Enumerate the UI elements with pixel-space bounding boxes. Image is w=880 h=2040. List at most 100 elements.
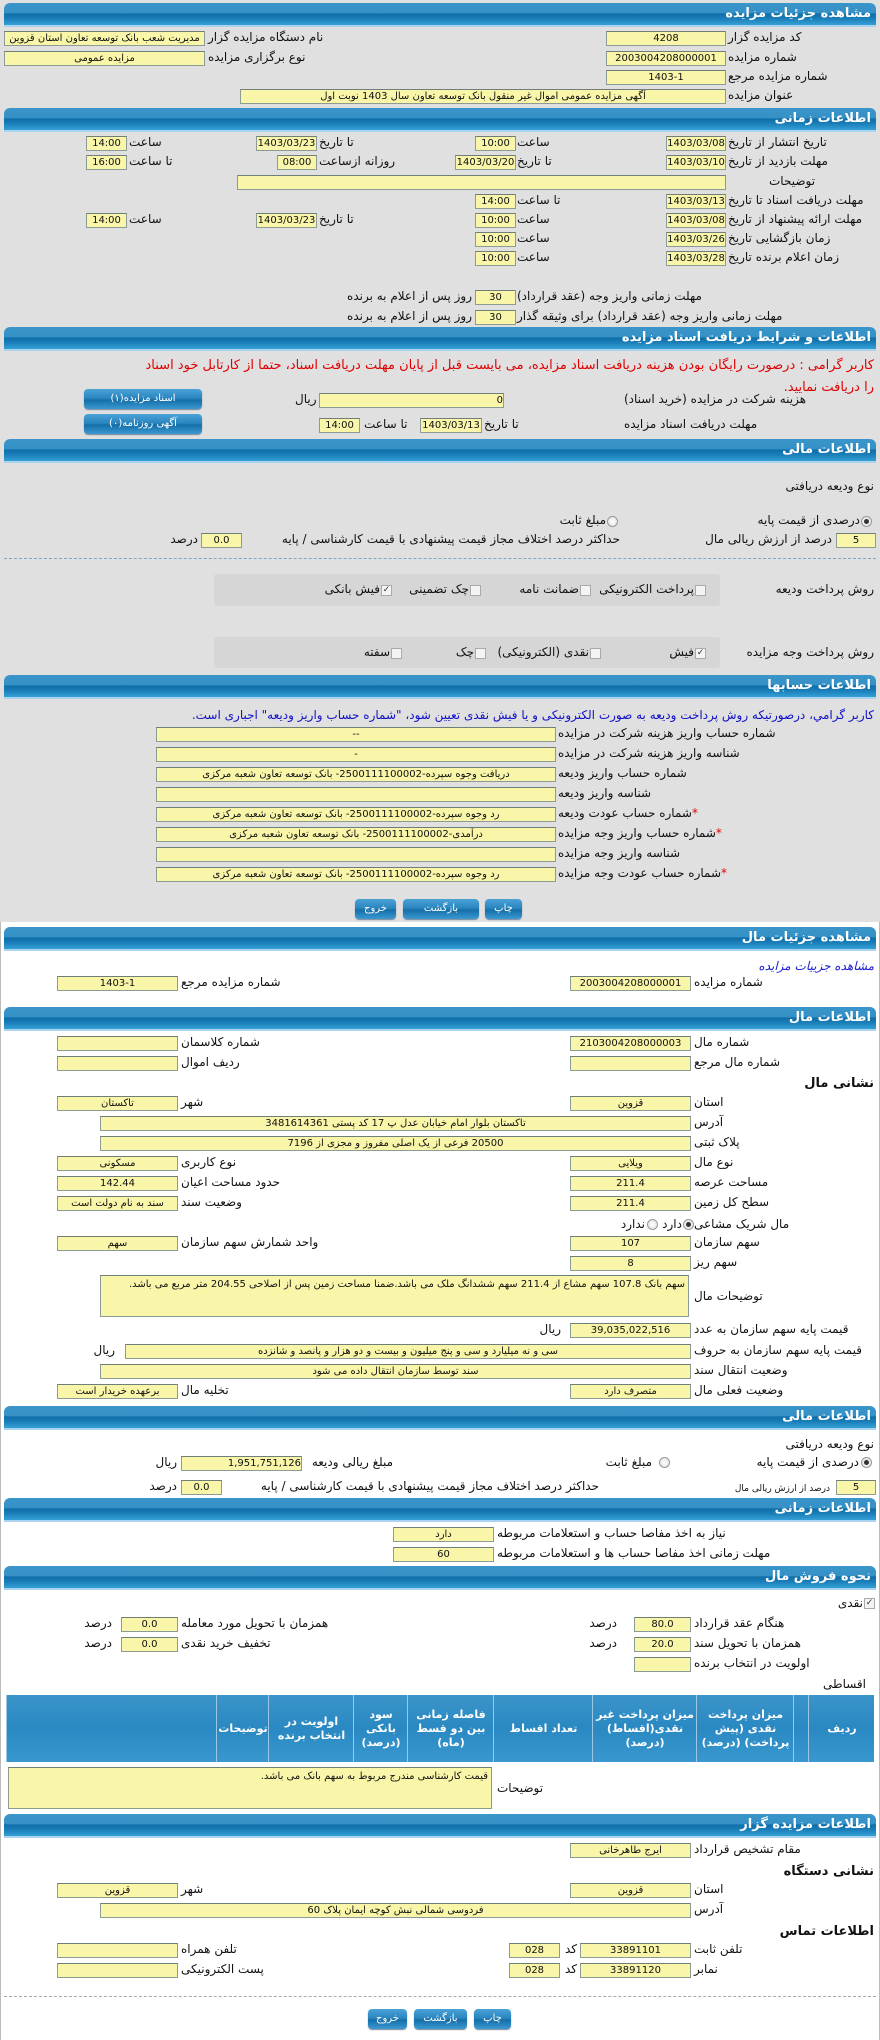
payment-guarantor-days-field[interactable]: 30 — [475, 310, 516, 325]
opening-date-field[interactable]: 1403/03/26 — [666, 232, 726, 247]
payment-days-field[interactable]: 30 — [475, 290, 516, 305]
type-field[interactable]: مزایده عمومی — [4, 51, 205, 66]
notes-field[interactable] — [237, 175, 726, 190]
at-contract-field[interactable]: 80.0 — [634, 1617, 691, 1632]
priority-field[interactable] — [634, 1657, 691, 1672]
account-field[interactable]: درآمدی-2500111100002- بانک توسعه تعاون ش… — [156, 827, 556, 842]
fixed-radio[interactable] — [659, 1457, 670, 1468]
offer-from-time-field[interactable]: 10:00 — [475, 213, 516, 228]
visit-from-field[interactable]: 1403/03/10 — [666, 155, 726, 170]
city-field[interactable]: تاکستان — [57, 1096, 178, 1111]
notes-field[interactable]: قیمت کارشناسی مندرج مربوط به سهم بانک می… — [8, 1767, 492, 1809]
shared-no-radio[interactable] — [647, 1219, 658, 1230]
usage-field[interactable]: مسکونی — [57, 1156, 178, 1171]
mobile-field[interactable] — [57, 1943, 178, 1958]
at-deed-field[interactable]: 20.0 — [634, 1637, 691, 1652]
max-diff-field[interactable]: 0.0 — [181, 1480, 222, 1495]
fax-field[interactable]: 33891120 — [580, 1963, 691, 1978]
status-field[interactable]: متصرف دارد — [570, 1384, 691, 1399]
address-field[interactable]: فردوسی شمالی نبش کوچه ایمان پلاک 60 — [100, 1903, 691, 1918]
evacuation-field[interactable]: برعهده خریدار است — [57, 1384, 178, 1399]
share-field[interactable]: 107 — [570, 1236, 691, 1251]
classman-field[interactable] — [57, 1036, 178, 1051]
payment-method-checkbox[interactable] — [590, 648, 601, 659]
offer-to-field[interactable]: 1403/03/23 — [256, 213, 317, 228]
fixed-radio[interactable] — [607, 516, 618, 527]
number-field[interactable]: 2003004208000001 — [606, 51, 726, 66]
account-field[interactable] — [156, 847, 556, 862]
winner-time-field[interactable]: 10:00 — [475, 251, 516, 266]
price-words-field[interactable]: سی و نه میلیارد و سی و پنج میلیون و بیست… — [125, 1344, 691, 1359]
deposit-amount-field[interactable]: 1,951,751,126 — [181, 1456, 302, 1471]
deposit-method-checkbox[interactable] — [580, 585, 591, 596]
payment-method-checkbox[interactable]: ✓ — [695, 648, 706, 659]
deadline-date-field[interactable]: 1403/03/13 — [420, 418, 482, 433]
deadline-time-field[interactable]: 14:00 — [319, 418, 360, 433]
clearance-field[interactable]: دارد — [393, 1527, 494, 1542]
deposit-method-checkbox[interactable]: ✓ — [381, 585, 392, 596]
visit-daily-to-field[interactable]: 16:00 — [86, 155, 127, 170]
building-area-field[interactable]: 142.44 — [57, 1176, 178, 1191]
account-field[interactable]: رد وجوه سپرده-2500111100002- بانک توسعه … — [156, 807, 556, 822]
address-field[interactable]: تاکستان بلوار امام خیابان عدل پ 17 کد پس… — [100, 1116, 691, 1131]
province-field[interactable]: قزوین — [570, 1883, 691, 1898]
print-button[interactable]: چاپ — [474, 2009, 511, 2029]
sub-share-field[interactable]: 8 — [570, 1256, 691, 1271]
opening-time-field[interactable]: 10:00 — [475, 232, 516, 247]
payment-method-checkbox[interactable] — [475, 648, 486, 659]
description-field[interactable]: سهم بانک 107.8 سهم مشاع از 211.4 سهم ششد… — [100, 1275, 689, 1317]
fee-field[interactable]: 0 — [319, 393, 504, 408]
share-unit-field[interactable]: سهم — [57, 1236, 178, 1251]
province-field[interactable]: قزوین — [570, 1096, 691, 1111]
winner-date-field[interactable]: 1403/03/28 — [666, 251, 726, 266]
newspaper-ad-button[interactable]: آگهی روزنامه(۰) — [84, 414, 202, 434]
subject-field[interactable]: آگهی مزایده عمومی اموال غیر منقول بانک ت… — [240, 89, 726, 104]
offer-from-field[interactable]: 1403/03/08 — [666, 213, 726, 228]
org-field[interactable]: مدیریت شعب بانک توسعه تعاون استان قزوین — [4, 31, 205, 46]
number-field[interactable]: 2103004208000003 — [570, 1036, 691, 1051]
at-delivery-field[interactable]: 0.0 — [121, 1617, 178, 1632]
email-field[interactable] — [57, 1963, 178, 1978]
docs-to-field[interactable]: 1403/03/13 — [666, 194, 726, 209]
publish-to-time-field[interactable]: 14:00 — [86, 136, 127, 151]
account-field[interactable]: - — [156, 747, 556, 762]
authority-field[interactable]: ایرج طاهرخانی — [570, 1843, 691, 1858]
phone-code-field[interactable]: 028 — [509, 1943, 560, 1958]
ref-field[interactable]: 1403-1 — [57, 976, 178, 991]
print-button[interactable]: چاپ — [485, 899, 522, 919]
land-area-field[interactable]: 211.4 — [570, 1176, 691, 1191]
transfer-field[interactable]: سند توسط سازمان انتقال داده می شود — [100, 1364, 691, 1379]
publish-to-field[interactable]: 1403/03/23 — [256, 136, 317, 151]
plate-field[interactable]: 20500 فرعی از یک اصلی مفروز و مجزی از 71… — [100, 1136, 691, 1151]
docs-to-time-field[interactable]: 14:00 — [475, 194, 516, 209]
account-field[interactable]: دریافت وجوه سپرده-2500111100002- بانک تو… — [156, 767, 556, 782]
percent-value-field[interactable]: 5 — [836, 533, 876, 548]
ref-field[interactable] — [570, 1056, 691, 1071]
cash-discount-field[interactable]: 0.0 — [121, 1637, 178, 1652]
publish-from-time-field[interactable]: 10:00 — [475, 136, 516, 151]
fax-code-field[interactable]: 028 — [509, 1963, 560, 1978]
link-text[interactable]: مشاهده جزییات مزایده — [758, 959, 874, 973]
visit-daily-from-field[interactable]: 08:00 — [277, 155, 317, 170]
auction-documents-button[interactable]: اسناد مزایده(۱) — [84, 389, 202, 409]
visit-to-field[interactable]: 1403/03/20 — [455, 155, 516, 170]
price-num-field[interactable]: 39,035,022,516 — [570, 1323, 691, 1338]
payment-method-checkbox[interactable] — [391, 648, 402, 659]
code-field[interactable]: 4208 — [606, 31, 726, 46]
exit-button[interactable]: خروج — [368, 2009, 407, 2029]
account-field[interactable]: -- — [156, 727, 556, 742]
percent-value-field[interactable]: 5 — [836, 1480, 876, 1495]
city-field[interactable]: قزوین — [57, 1883, 178, 1898]
account-field[interactable]: رد وجوه سپرده-2500111100002- بانک توسعه … — [156, 867, 556, 882]
percent-radio[interactable] — [861, 1457, 872, 1468]
cash-checkbox[interactable]: ✓ — [864, 1598, 875, 1609]
publish-from-field[interactable]: 1403/03/08 — [666, 136, 726, 151]
kind-field[interactable]: ویلایی — [570, 1156, 691, 1171]
auction-number-field[interactable]: 2003004208000001 — [570, 976, 691, 991]
percent-radio[interactable] — [861, 516, 872, 527]
total-land-field[interactable]: 211.4 — [570, 1196, 691, 1211]
phone-field[interactable]: 33891101 — [580, 1943, 691, 1958]
back-button[interactable]: بازگشت — [403, 899, 479, 919]
back-button[interactable]: بازگشت — [414, 2009, 467, 2029]
deposit-method-checkbox[interactable] — [695, 585, 706, 596]
